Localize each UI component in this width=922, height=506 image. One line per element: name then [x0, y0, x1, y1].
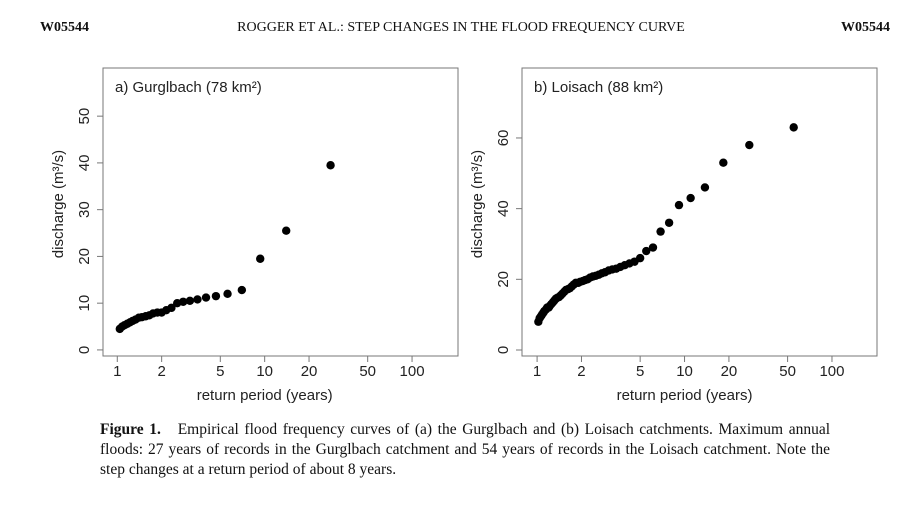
x-tick-label: 5: [636, 363, 644, 380]
x-axis-label: return period (years): [617, 387, 753, 404]
panel-title: a) Gurglbach (78 km²): [115, 79, 262, 96]
header-right: W05544: [841, 20, 890, 35]
point: [256, 254, 265, 263]
x-tick-label: 100: [400, 363, 425, 380]
y-tick-label: 60: [495, 130, 512, 147]
point: [223, 289, 232, 299]
y-tick-label: 0: [76, 346, 93, 354]
y-tick-label: 40: [76, 155, 93, 172]
x-tick-label: 100: [819, 363, 844, 380]
point: [648, 243, 658, 252]
y-tick-label: 50: [76, 108, 93, 125]
y-axis-label: discharge (m³/s): [469, 150, 486, 258]
y-tick-label: 40: [495, 200, 512, 217]
y-tick-label: 0: [495, 346, 512, 354]
x-tick-label: 1: [113, 363, 121, 380]
plot-box: [521, 67, 878, 357]
point: [745, 140, 754, 150]
point: [700, 183, 710, 192]
y-tick-label: 30: [76, 201, 93, 218]
x-tick-label: 20: [301, 363, 318, 380]
y-tick-label: 20: [495, 271, 512, 288]
point: [201, 293, 211, 302]
point: [789, 123, 798, 132]
point: [193, 295, 202, 304]
point: [185, 296, 195, 306]
point: [686, 193, 695, 203]
point: [656, 227, 665, 236]
point: [534, 317, 543, 326]
x-tick-label: 5: [216, 363, 224, 380]
point: [115, 324, 124, 334]
x-axis-label: return period (years): [197, 387, 333, 404]
point: [282, 226, 291, 235]
caption: Figure 1. Empirical flood frequency curv…: [100, 420, 830, 480]
caption-label: Figure 1.: [100, 421, 161, 438]
point: [664, 218, 674, 227]
point: [237, 285, 247, 295]
point: [326, 161, 335, 170]
x-tick-label: 10: [676, 363, 693, 380]
y-tick-label: 20: [76, 248, 93, 265]
header-left: W05544: [40, 20, 89, 35]
x-tick-label: 2: [577, 363, 585, 380]
point: [173, 298, 182, 308]
x-tick-label: 50: [359, 363, 376, 380]
panel-title: b) Loisach (88 km²): [534, 79, 663, 96]
y-tick-label: 10: [76, 295, 93, 312]
y-axis-label: discharge (m³/s): [50, 150, 67, 258]
x-tick-label: 1: [533, 363, 541, 380]
point: [211, 291, 221, 301]
x-tick-label: 20: [721, 363, 738, 380]
x-tick-label: 50: [779, 363, 796, 380]
point: [719, 158, 728, 167]
x-tick-label: 2: [157, 363, 165, 380]
x-tick-label: 10: [256, 363, 273, 380]
header-center: ROGGER ET AL.: STEP CHANGES IN THE FLOOD…: [237, 20, 685, 35]
point: [674, 200, 684, 210]
caption-text: Empirical flood frequency curves of (a) …: [100, 421, 831, 478]
plot-box: [102, 67, 459, 357]
point: [642, 246, 651, 256]
